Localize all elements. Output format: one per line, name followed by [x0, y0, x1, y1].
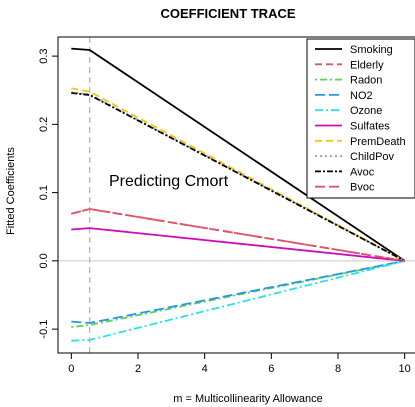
- legend-label-elderly: Elderly: [350, 59, 384, 71]
- series-line-no2: [71, 260, 405, 324]
- x-tick-label: 4: [202, 363, 208, 375]
- x-axis-label: m = Multicollinearity Allowance: [173, 393, 322, 405]
- y-tick-label: 0.1: [38, 185, 50, 200]
- x-tick-label: 10: [399, 363, 411, 375]
- y-tick-label: 0.2: [38, 117, 50, 132]
- legend-label-radon: Radon: [350, 75, 382, 87]
- legend-label-avoc: Avoc: [350, 166, 375, 178]
- legend-label-childpov: ChildPov: [350, 151, 395, 163]
- x-tick-label: 6: [268, 363, 274, 375]
- legend-label-bvoc: Bvoc: [350, 182, 375, 194]
- series-line-smoking: [71, 47, 406, 262]
- legend-label-premdeath: PremDeath: [350, 136, 406, 148]
- plot-area: 0 2 4 6 8 10 -0.1 0.0 0.1 0.2 0.3 Smoking Elderly Rad…: [38, 36, 415, 375]
- legend-label-ozone: Ozone: [350, 105, 382, 117]
- plot-frame: [57, 36, 415, 354]
- legend-label-sulfates: Sulfates: [350, 121, 390, 133]
- chart-annotation: Predicting Cmort: [109, 173, 229, 190]
- series-line-avoc: [71, 92, 406, 262]
- legend-label-smoking: Smoking: [350, 44, 393, 56]
- x-tick-label: 2: [135, 363, 141, 375]
- x-tick-label: 8: [335, 363, 341, 375]
- chart-title: COEFFICIENT TRACE: [160, 6, 295, 21]
- y-axis-label: Fitted Coefficients: [5, 147, 17, 235]
- y-tick-label: 0.0: [38, 253, 50, 268]
- y-tick-label: -0.1: [38, 320, 50, 339]
- legend-label-no2: NO2: [350, 90, 373, 102]
- y-tick-label: 0.3: [38, 48, 50, 63]
- series-line-bvoc: [71, 208, 405, 262]
- x-tick-label: 0: [68, 363, 74, 375]
- series-line-sulfates: [71, 227, 405, 262]
- series-line-ozone: [71, 260, 405, 342]
